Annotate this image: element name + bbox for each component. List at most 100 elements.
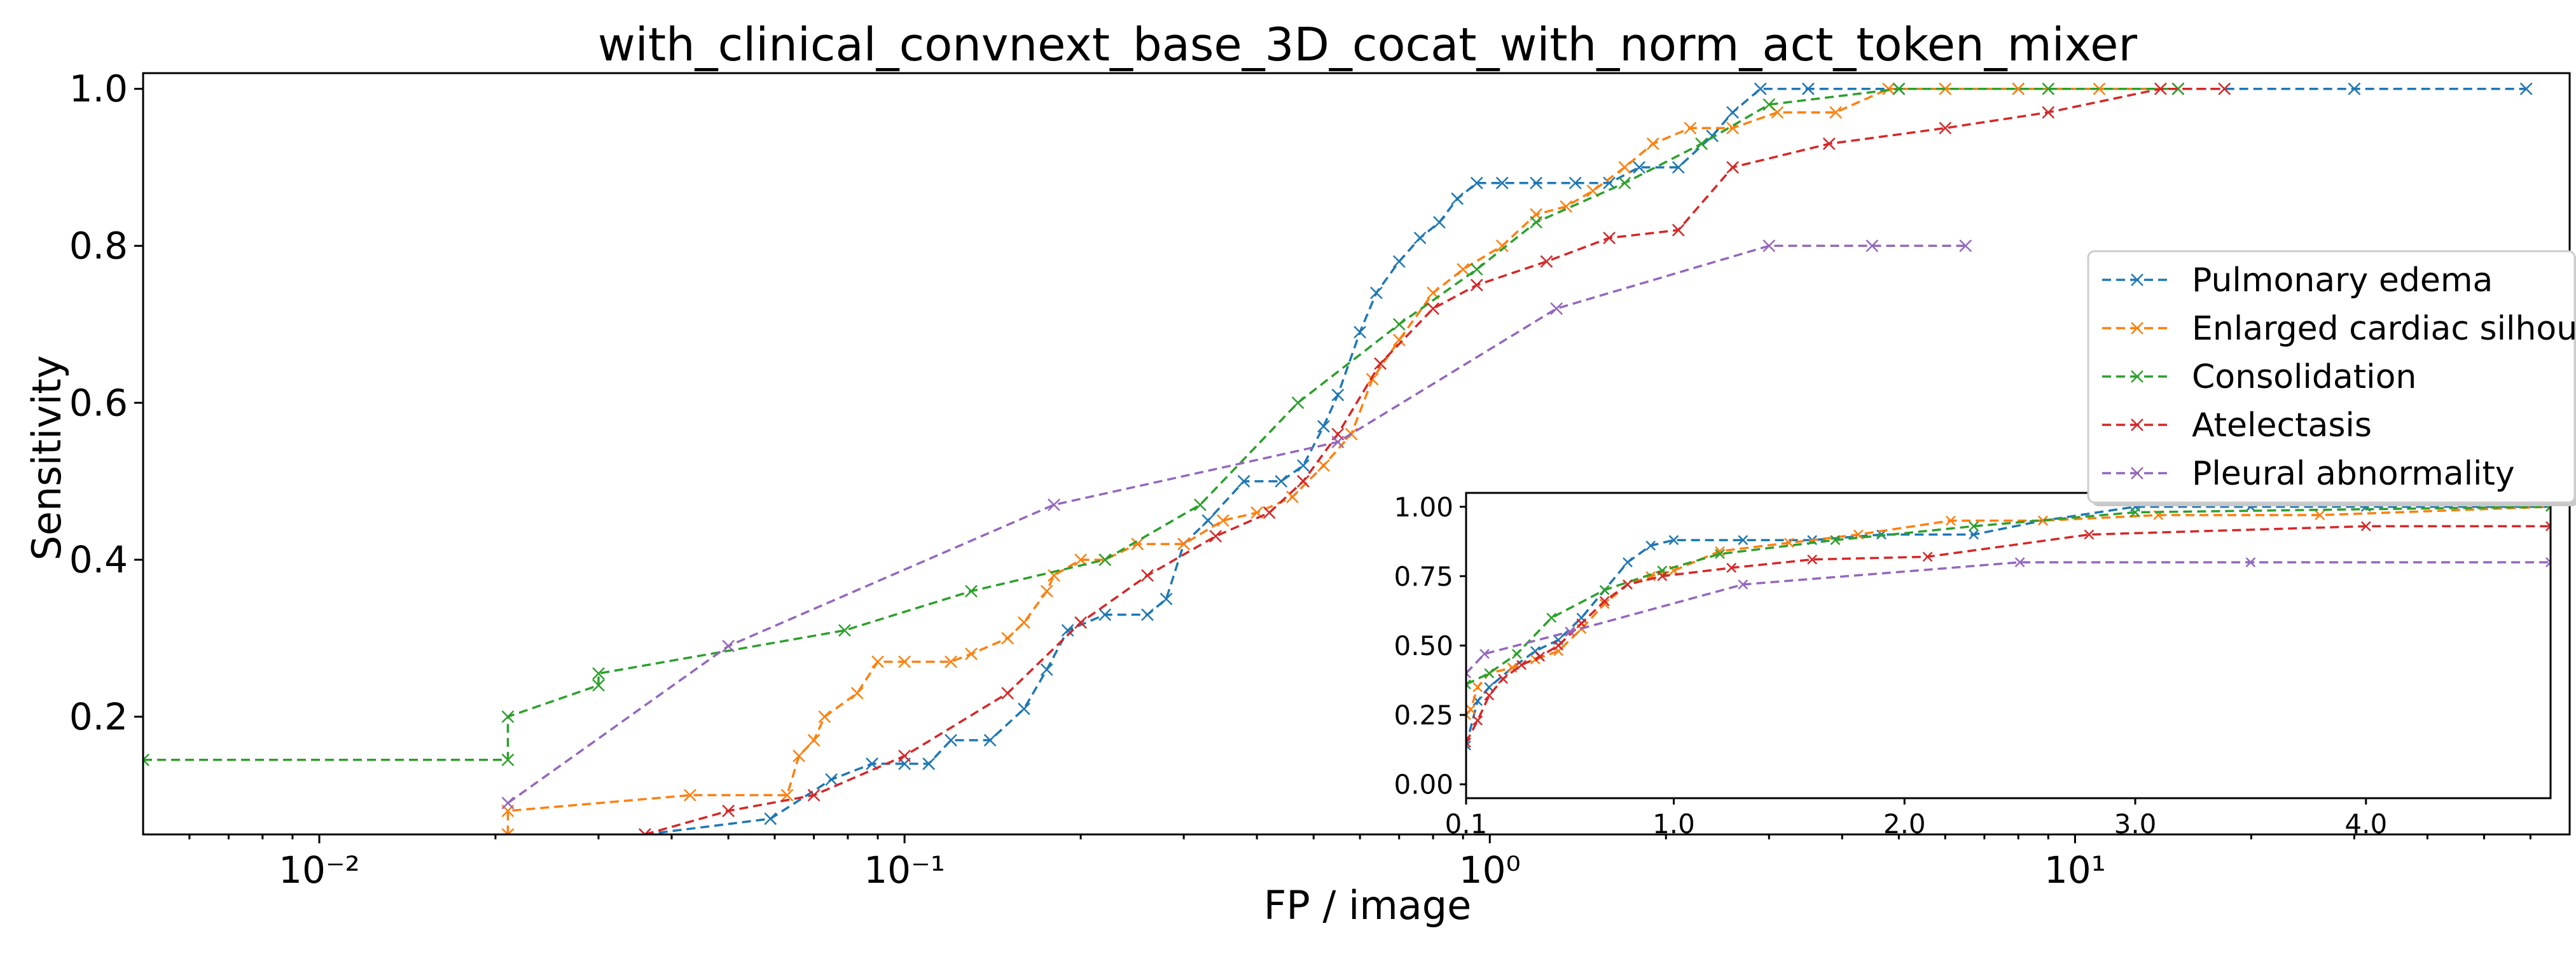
inset-data-point-0-2 [1484,682,1495,693]
main-data-point-0-5 [922,757,936,770]
main-y-tick-label: 0.8 [69,224,128,267]
main-data-point-0-8 [1018,702,1030,716]
main-data-point-0-2 [825,773,838,786]
main-data-point-1-35 [1684,121,1697,135]
inset-data-point-3-15 [2360,521,2371,532]
main-data-point-0-15 [1201,514,1215,527]
inset-data-point-4-6 [2545,557,2551,567]
main-data-point-3-3 [898,749,911,763]
inset-data-point-3-5 [1535,651,1545,662]
main-data-point-0-36 [1754,82,1767,95]
chart-title: with_clinical_convnext_base_3D_cocat_wit… [598,18,2138,71]
main-data-point-0-9 [1040,663,1053,676]
inset-data-point-3-0 [1466,737,1471,748]
main-data-point-0-24 [1413,232,1427,245]
main-data-point-3-17 [1726,161,1739,174]
main-y-tick-label: 1.0 [69,67,128,111]
inset-data-point-2-1 [1484,668,1495,679]
inset-data-point-1-8 [1599,598,1610,609]
inset-data-point-0-0 [1466,740,1471,750]
main-data-point-1-20 [1216,514,1229,527]
main-data-point-3-2 [807,789,821,802]
inset-background [1466,493,2551,798]
main-data-point-2-4 [592,667,605,680]
main-data-point-3-6 [1141,569,1154,582]
inset-data-point-1-16 [2038,515,2048,526]
main-data-point-3-18 [1822,137,1836,150]
main-data-point-2-16 [1892,82,1906,95]
main-data-point-1-14 [1040,584,1053,598]
inset-data-point-0-10 [1668,535,1679,546]
main-data-point-1-0 [501,828,515,834]
inset-y-tick-label: 0.25 [1394,700,1453,731]
main-data-point-2-2 [501,710,515,723]
inset-data-point-4-2 [1565,626,1575,637]
legend: Pulmonary edema Enlarged cardiac silhouet… [2087,250,2576,506]
inset-data-point-2-6 [1715,549,1725,559]
main-data-point-0-20 [1331,389,1345,401]
inset-data-point-3-3 [1498,674,1508,684]
inset-data-point-1-2 [1472,682,1483,693]
main-data-point-1-38 [1829,106,1843,119]
inset-x-tick-label: 2.0 [1883,808,1926,840]
main-data-point-2-0 [143,753,149,766]
inset-data-point-0-9 [1645,541,1656,551]
main-x-tick-label: 10¹ [2044,848,2106,892]
inset-data-point-3-11 [1726,562,1737,573]
main-data-point-0-1 [764,812,777,826]
main-data-point-0-17 [1275,474,1288,488]
main-data-point-0-22 [1370,286,1383,300]
main-data-point-1-3 [780,789,794,802]
main-data-point-1-23 [1317,459,1330,472]
main-data-point-2-3 [592,679,605,692]
main-data-point-1-12 [1001,632,1014,645]
main-data-point-4-6 [1866,239,1879,252]
main-data-point-1-42 [2093,82,2106,95]
main-data-point-1-41 [2012,82,2025,95]
main-data-point-4-2 [1048,498,1060,511]
main-data-point-0-34 [1706,129,1719,142]
inset-data-point-4-1 [1479,649,1490,659]
inset-data-point-3-7 [1576,618,1587,628]
legend-marker-3 [2131,418,2143,431]
main-data-point-0-11 [1098,608,1112,621]
inset-data-point-4-5 [2245,557,2256,567]
inset-x-tick-label: 4.0 [2344,808,2387,840]
main-data-point-0-21 [1354,326,1367,339]
main-data-point-0-28 [1495,176,1509,190]
main-data-point-1-39 [1882,82,1895,95]
main-data-point-1-4 [793,749,805,763]
main-data-point-1-10 [945,655,957,668]
main-data-point-4-0 [501,796,515,810]
legend-label-0: Pulmonary edema [2192,261,2493,300]
main-data-point-2-14 [1695,137,1708,150]
inset-data-point-3-14 [2084,529,2095,540]
main-data-point-1-28 [1457,263,1470,276]
main-data-point-0-12 [1141,608,1154,621]
inset-x-tick-label: 3.0 [2114,808,2157,840]
main-data-point-0-33 [1672,161,1685,174]
main-data-point-0-6 [945,734,957,747]
main-data-point-2-13 [1618,176,1631,190]
legend-label-3: Atelectasis [2192,406,2372,445]
legend-label-1: Enlarged cardiac silhouette [2192,310,2576,348]
main-data-point-0-41 [2348,82,2361,95]
inset-data-point-0-14 [1969,529,1979,540]
inset-data-point-0-11 [1738,535,1748,546]
main-data-point-0-7 [983,734,997,747]
main-data-point-2-8 [1194,498,1207,511]
main-data-point-2-15 [1762,98,1776,111]
main-data-point-4-4 [1550,302,1563,315]
main-data-point-4-1 [722,639,735,653]
inset-data-point-3-6 [1553,640,1563,651]
main-data-point-0-23 [1392,255,1406,268]
legend-marker-4 [2131,467,2143,480]
main-data-point-3-11 [1374,357,1387,370]
main-x-tick-label: 10⁻² [279,848,360,892]
main-data-point-2-9 [1291,396,1305,410]
main-data-point-3-15 [1603,232,1616,245]
main-data-point-0-32 [1633,161,1646,174]
main-data-point-1-13 [1018,616,1030,629]
main-data-point-0-26 [1451,192,1464,205]
main-data-point-2-1 [501,753,515,766]
